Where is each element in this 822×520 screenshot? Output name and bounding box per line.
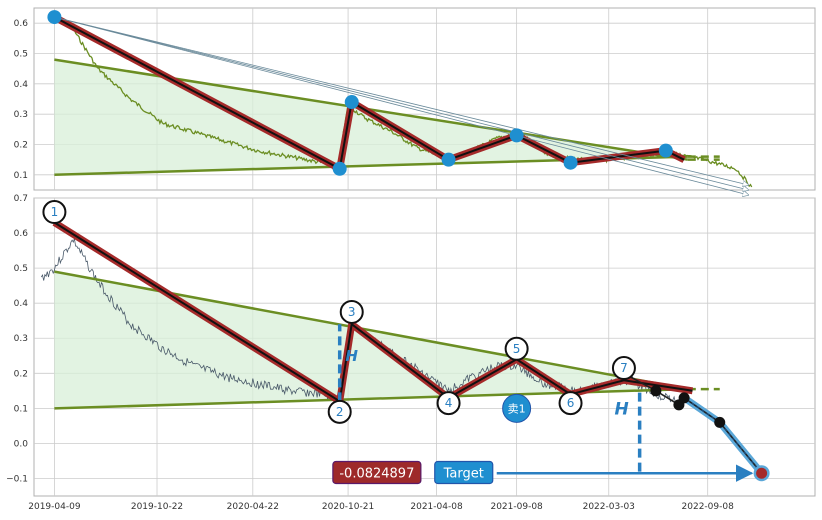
top-pivot-marker: [563, 155, 578, 170]
bottom-x-tick-label: 2021-04-08: [410, 502, 463, 512]
bottom-y-tick-label: 0.5: [14, 264, 28, 274]
bottom-target-box: [434, 460, 494, 485]
bottom-y-tick-label: −0.1: [6, 474, 28, 484]
bottom-x-tick-label: 2021-09-08: [490, 502, 543, 512]
bottom-y-tick-label: 0.6: [14, 229, 29, 239]
top-pivot-marker: [344, 95, 359, 110]
top-pivot-marker: [509, 128, 524, 143]
bottom-sell-signal-label: 卖1: [508, 402, 526, 415]
bottom-target-label: Target: [443, 467, 484, 482]
bottom-wave-label: 5: [513, 342, 521, 356]
bottom-wave-label: 3: [348, 305, 356, 319]
top-y-tick-labels: 0.1 0.2 0.3 0.4 0.5 0.6: [14, 19, 29, 181]
bottom-wave-label-circle: [327, 399, 352, 424]
bottom-height-label-2: H: [615, 400, 629, 420]
bottom-wave-label: 4: [445, 396, 453, 410]
bottom-forecast-point: [714, 416, 726, 428]
bottom-forecast-point: [650, 385, 662, 397]
bottom-wave-label-circle: [339, 299, 364, 324]
top-y-tick-label: 0.5: [14, 50, 28, 60]
top-pivot-marker: [658, 143, 673, 158]
top-y-tick-label: 0.6: [14, 19, 29, 29]
top-y-tick-label: 0.2: [14, 141, 28, 151]
bottom-y-tick-labels: −0.1 0.0 0.1 0.2 0.3 0.4 0.5 0.6 0.7: [6, 194, 28, 484]
bottom-x-tick-label: 2022-03-03: [583, 502, 635, 512]
bottom-y-tick-label: 0.3: [14, 334, 28, 344]
bottom-panel: −0.10.00.10.20.30.40.50.60.7 2019-04-09 2…: [6, 194, 816, 512]
top-target-arrow: [54, 16, 748, 185]
bottom-x-tick-label: 2019-10-22: [131, 502, 183, 512]
bottom-wave-label: 7: [620, 361, 628, 375]
bottom-wave-label-circle: [42, 200, 67, 225]
top-pivot-marker: [47, 10, 62, 25]
bottom-value-label: -0.0824897: [339, 467, 414, 482]
top-y-tick-label: 0.3: [14, 110, 28, 120]
bottom-value-box: [332, 460, 422, 485]
bottom-wave-label-circle: [504, 336, 529, 361]
bottom-y-tick-label: 0.7: [14, 194, 28, 204]
bottom-forecast-point: [678, 392, 690, 404]
bottom-x-tick-labels: 2019-04-09 2019-10-22 2020-04-22 2020-10-21…: [28, 502, 734, 512]
top-y-tick-label: 0.4: [14, 80, 29, 90]
top-plot-content: [47, 10, 753, 195]
top-wave-inner: [53, 16, 685, 170]
bottom-x-tick-label: 2020-10-21: [322, 502, 374, 512]
bottom-wave-label: 1: [51, 205, 59, 219]
bottom-x-tick-label: 2019-04-09: [28, 502, 81, 512]
top-y-tick-label: 0.1: [14, 171, 28, 181]
bottom-x-tick-label: 2020-04-22: [227, 502, 279, 512]
bottom-wave-label-circle: [611, 356, 636, 381]
bottom-x-tick-label: 2022-09-08: [682, 502, 735, 512]
top-target-arrow: [54, 16, 748, 195]
bottom-wave-label-circle: [436, 391, 461, 416]
bottom-y-tick-label: 0.4: [14, 299, 29, 309]
bottom-y-tick-label: 0.0: [14, 439, 29, 449]
bottom-sell-signal: [502, 393, 532, 423]
bottom-plot-content: H H 1 2 3 4 5 6 7 卖1 -0.0824897 Target: [40, 200, 770, 485]
bottom-forecast-dots: [678, 396, 763, 474]
top-pivot-marker: [332, 161, 347, 176]
bottom-wave-label: 6: [567, 396, 575, 410]
bottom-y-tick-label: 0.2: [14, 369, 28, 379]
bottom-wave-label-circle: [558, 391, 583, 416]
bottom-wave-label: 2: [336, 405, 344, 419]
bottom-y-tick-label: 0.1: [14, 404, 28, 414]
top-panel: 0.1 0.2 0.3 0.4 0.5 0.6: [14, 7, 816, 195]
bottom-wave-inner: [53, 221, 693, 403]
top-target-arrow: [54, 16, 748, 190]
top-pivot-marker: [441, 152, 456, 167]
bottom-height-label: H: [345, 347, 358, 365]
bottom-target-point: [756, 467, 768, 479]
